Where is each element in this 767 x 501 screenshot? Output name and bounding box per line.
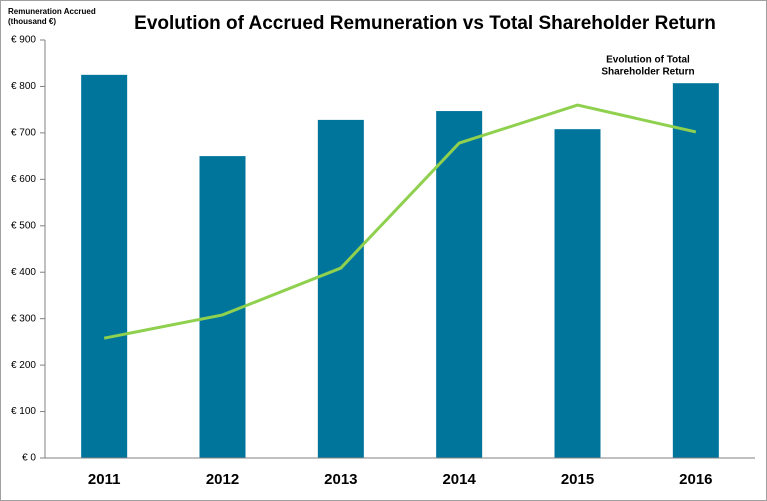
x-tick-label: 2013: [324, 471, 357, 488]
y-tick-label: € 200: [11, 360, 36, 371]
x-tick-label: 2015: [561, 471, 594, 488]
y-tick-label: € 100: [11, 406, 36, 417]
chart-title: Evolution of Accrued Remuneration vs Tot…: [134, 13, 716, 34]
y-tick-label: € 700: [11, 128, 36, 139]
y-tick-label: € 600: [11, 174, 36, 185]
y-tick-label: € 0: [22, 453, 36, 464]
y-tick-label: € 400: [11, 267, 36, 278]
y-tick-label: € 500: [11, 220, 36, 231]
x-tick-label: 2014: [442, 471, 476, 488]
y-tick-label: € 300: [11, 313, 36, 324]
annotation: Shareholder Return: [601, 67, 694, 78]
bar: [554, 129, 601, 458]
line: [103, 103, 697, 340]
x-tick-label: 2011: [88, 471, 121, 488]
bar: [672, 83, 719, 459]
x-tick-label: 2012: [206, 471, 239, 488]
bar: [317, 119, 364, 458]
y-tick-label: € 900: [11, 35, 36, 46]
x-tick-label: 2016: [679, 471, 712, 488]
y-axis-label: Remuneration Accrued: [8, 7, 96, 16]
bar: [436, 111, 483, 458]
bar: [199, 156, 246, 458]
annotation: Evolution of Total: [606, 55, 690, 66]
bar: [81, 74, 128, 458]
y-axis-label: (thousand €): [8, 17, 56, 26]
y-tick-label: € 800: [11, 81, 36, 92]
